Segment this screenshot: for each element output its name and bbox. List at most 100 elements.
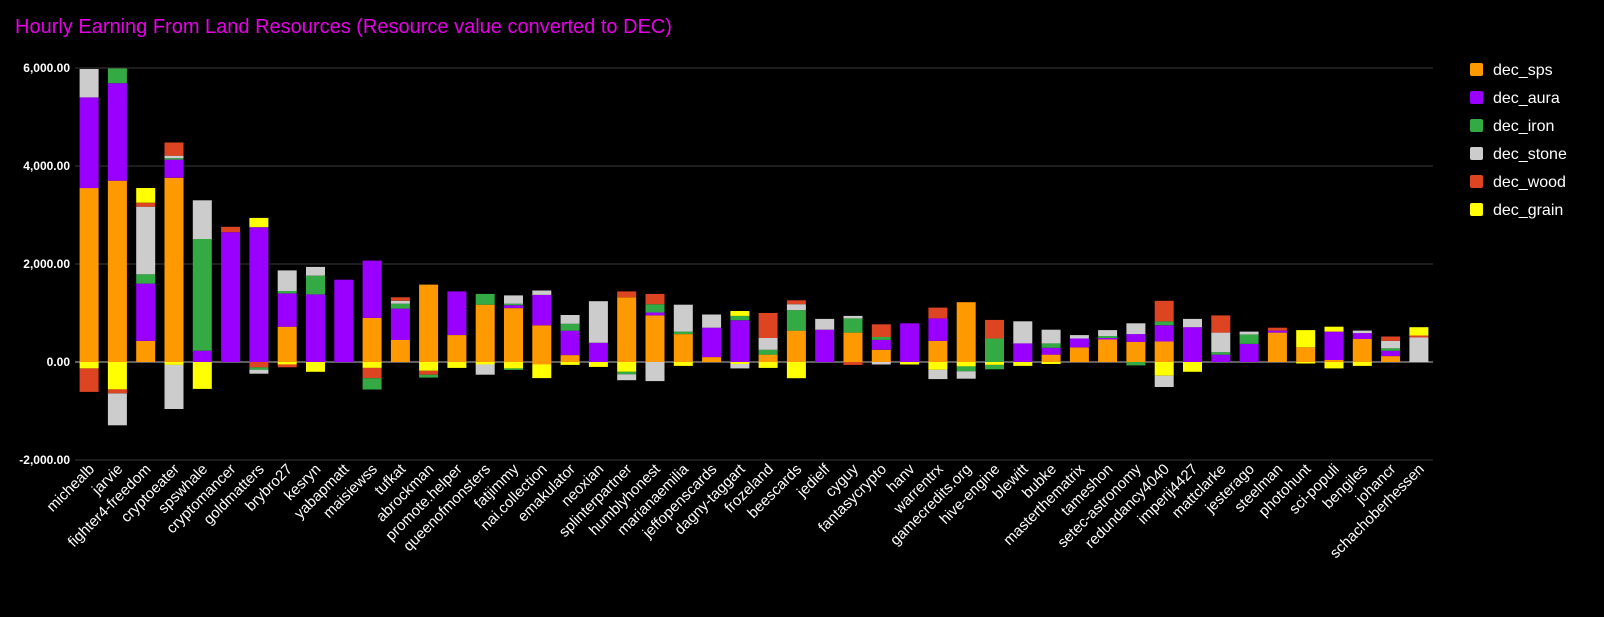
bar-segment xyxy=(730,320,750,362)
bar-segment xyxy=(136,340,156,362)
bar-segment xyxy=(786,304,806,311)
bar-segment xyxy=(730,311,750,316)
bar-segment xyxy=(192,350,212,362)
bar-segment xyxy=(843,332,863,362)
legend-swatch xyxy=(1470,147,1483,160)
bar-segment xyxy=(1352,362,1372,366)
bar-segment xyxy=(136,283,156,341)
bar-segment xyxy=(560,330,580,356)
bar-segment xyxy=(956,302,976,362)
bar-segment xyxy=(390,303,410,309)
bar-segment xyxy=(1239,343,1259,362)
bar-segment xyxy=(617,371,637,375)
bar-segment xyxy=(928,318,948,341)
bar-segment xyxy=(362,367,382,379)
bar-segment xyxy=(1352,330,1372,334)
bar-segment xyxy=(1239,334,1259,344)
bar-segment xyxy=(702,357,722,362)
bar-segment xyxy=(277,326,297,362)
bar-segment xyxy=(192,239,212,351)
bar-segment xyxy=(843,318,863,333)
bar-segment xyxy=(871,324,891,337)
bar-segment xyxy=(956,371,976,379)
bar-segment xyxy=(1381,336,1401,341)
bar-segment xyxy=(1183,362,1202,372)
bar-segment xyxy=(1154,362,1174,376)
bar-segment xyxy=(645,315,665,362)
bar-segment xyxy=(277,364,297,368)
bar-segment xyxy=(277,293,297,327)
y-tick-label: 4,000.00 xyxy=(23,159,70,173)
bar-segment xyxy=(871,337,891,340)
y-tick-label: 0.00 xyxy=(47,355,71,369)
bar-segment xyxy=(79,69,99,98)
bar-segment xyxy=(362,378,382,390)
bar-segment xyxy=(164,155,184,159)
bar-segment xyxy=(419,374,439,378)
bar-segment xyxy=(1126,362,1146,366)
legend-swatch xyxy=(1470,63,1483,76)
bar-segment xyxy=(673,304,693,332)
chart-title: Hourly Earning From Land Resources (Reso… xyxy=(15,16,672,38)
bar-segment xyxy=(1324,331,1344,360)
bar-segment xyxy=(1154,341,1174,362)
bar-segment xyxy=(107,389,127,394)
bar-segment xyxy=(985,364,1004,370)
bar-segment xyxy=(164,159,184,178)
bar-segment xyxy=(1211,315,1231,333)
bar-segment xyxy=(617,362,637,372)
bar-segment xyxy=(645,312,665,316)
bar-segment xyxy=(504,362,523,369)
legend-label: dec_sps xyxy=(1493,62,1553,79)
bar-segment xyxy=(362,362,382,368)
bar-segment xyxy=(532,325,552,363)
bar-segment xyxy=(560,323,580,331)
bar-segment xyxy=(1098,338,1118,340)
bar-segment xyxy=(475,364,495,375)
bar-segment xyxy=(1409,327,1429,336)
bar-segment xyxy=(645,293,665,305)
bar-segment xyxy=(1381,350,1401,357)
bar-segment xyxy=(1069,338,1089,348)
bar-segment xyxy=(900,323,920,362)
bar-segment xyxy=(617,297,637,362)
bar-segment xyxy=(249,362,269,368)
bar-segment xyxy=(1409,337,1429,362)
bar-segment xyxy=(1126,341,1146,362)
bar-segment xyxy=(730,362,750,364)
bar-segment xyxy=(1409,335,1429,338)
bar-segment xyxy=(136,206,156,275)
bar-segment xyxy=(79,188,99,362)
bar-segment xyxy=(1324,326,1344,332)
legend-swatch xyxy=(1470,119,1483,132)
bar-segment xyxy=(928,340,948,362)
bar-segment xyxy=(249,367,269,370)
bar-segment xyxy=(532,364,552,379)
bar-segment xyxy=(815,329,835,362)
bar-segment xyxy=(702,327,722,358)
bar-segment xyxy=(390,339,410,362)
bar-segment xyxy=(277,362,297,365)
bar-segment xyxy=(702,314,722,328)
bar-segment xyxy=(617,291,637,298)
bar-segment xyxy=(1381,356,1401,362)
bar-segment xyxy=(306,275,325,295)
bar-segment xyxy=(617,374,637,381)
bar-segment xyxy=(475,304,495,362)
bar-segment xyxy=(475,362,495,365)
bar-segment xyxy=(1154,325,1174,342)
bar-segment xyxy=(419,370,439,375)
bar-segment xyxy=(1267,327,1287,331)
legend-label: dec_stone xyxy=(1493,146,1567,163)
bar-segment xyxy=(107,180,127,362)
bar-segment xyxy=(79,368,99,392)
bar-segment xyxy=(1013,343,1033,362)
bar-segment xyxy=(306,362,325,372)
bar-segment xyxy=(419,362,439,371)
bar-segment xyxy=(871,349,891,363)
bar-segment xyxy=(1296,362,1316,364)
bar-segment xyxy=(673,331,693,335)
bar-segment xyxy=(532,294,552,326)
bar-segment xyxy=(1183,318,1202,328)
bar-segment xyxy=(1098,330,1118,336)
